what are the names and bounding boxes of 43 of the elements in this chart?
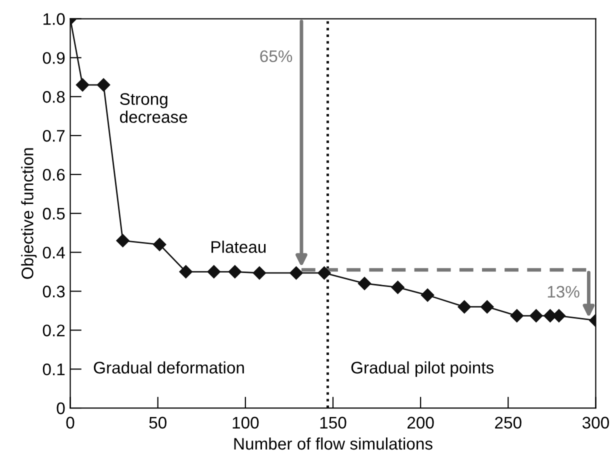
y-tick-label: 0.4 bbox=[42, 246, 65, 259]
x-tick-label: 150 bbox=[320, 416, 346, 429]
annotation: Strong decrease bbox=[120, 93, 188, 123]
y-tick-label: 0.5 bbox=[42, 208, 65, 220]
x-tick-label: 300 bbox=[582, 416, 609, 429]
annotation: 65% bbox=[260, 50, 292, 62]
x-tick-label: 100 bbox=[232, 416, 259, 429]
point bbox=[96, 78, 110, 92]
point bbox=[420, 288, 434, 302]
y-tick-label: 0.2 bbox=[42, 324, 65, 336]
point bbox=[207, 265, 220, 278]
y-tick-label: 0.7 bbox=[42, 130, 65, 142]
point bbox=[153, 238, 166, 252]
y-tick-label: 0.1 bbox=[42, 364, 65, 376]
point bbox=[458, 300, 471, 314]
point bbox=[228, 265, 242, 278]
y-axis-title: Objective function bbox=[21, 148, 37, 279]
point bbox=[391, 280, 404, 294]
annotation: 13% bbox=[548, 286, 580, 298]
y-tick-label: 0.6 bbox=[42, 168, 65, 181]
point bbox=[116, 234, 130, 248]
annotation: Gradual pilot points bbox=[351, 361, 494, 377]
point bbox=[510, 309, 524, 322]
point bbox=[318, 266, 331, 280]
x-tick-label: 0 bbox=[66, 416, 74, 429]
x-tick-label: 200 bbox=[408, 416, 434, 429]
y-tick-label: 1.0 bbox=[44, 13, 65, 25]
x-tick-label: 50 bbox=[149, 416, 166, 429]
y-tick-label: 0.3 bbox=[42, 286, 65, 298]
point bbox=[480, 300, 494, 314]
y-tick-label: 0.8 bbox=[42, 91, 65, 103]
annotation: Gradual deformation bbox=[94, 361, 244, 374]
point bbox=[76, 78, 90, 92]
y-tick-label: 0 bbox=[56, 402, 65, 414]
annotation: Plateau bbox=[212, 240, 266, 253]
point bbox=[179, 265, 192, 278]
x-axis-title: Number of flow simulations bbox=[234, 437, 432, 450]
y-tick-label: 0.9 bbox=[42, 52, 65, 64]
x-tick-label: 250 bbox=[495, 416, 522, 429]
point bbox=[290, 266, 303, 280]
point bbox=[530, 309, 543, 322]
point bbox=[358, 276, 372, 290]
point bbox=[252, 266, 266, 280]
